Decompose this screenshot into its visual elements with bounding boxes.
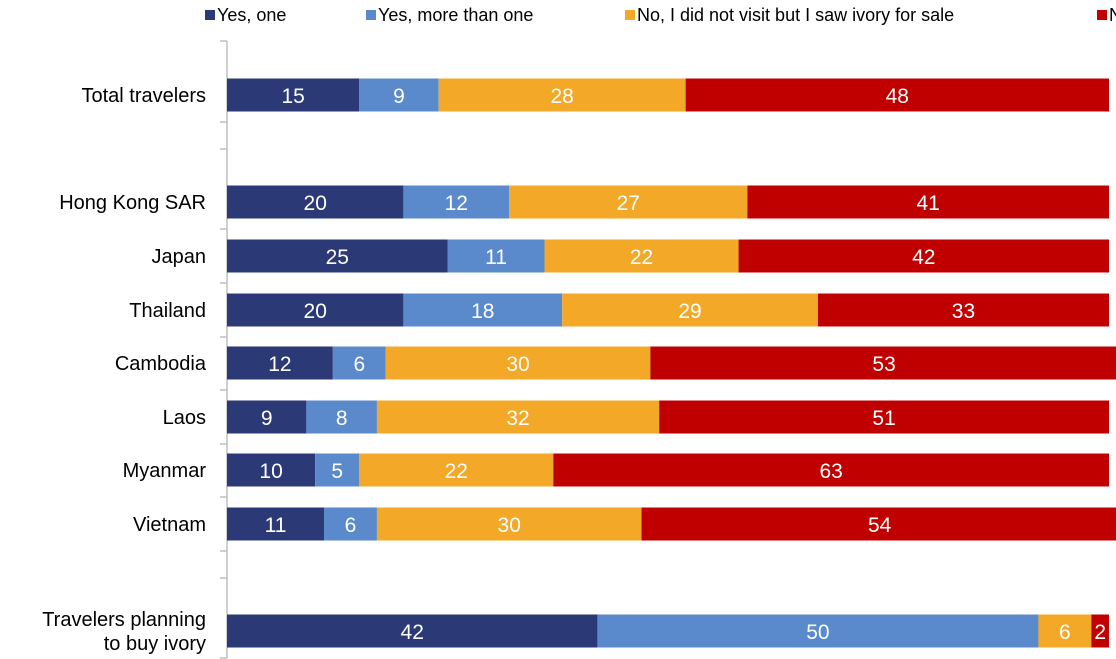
data-label: 6 — [353, 353, 365, 376]
bar-segment — [227, 400, 307, 434]
data-label: 2 — [1094, 621, 1106, 644]
bar-segment — [509, 185, 748, 219]
legend-label: Yes, one — [217, 5, 286, 25]
bar-segment — [553, 453, 1109, 487]
bar-segment — [376, 400, 660, 434]
legend-swatch — [366, 10, 376, 20]
bar-segment — [227, 239, 448, 273]
bar-segment — [324, 507, 377, 541]
legend-swatch — [625, 10, 635, 20]
bar-segment — [227, 453, 316, 487]
category-labels: Total travelers Hong Kong SAR Japan Thailan… — [42, 85, 207, 655]
bar-segment — [597, 614, 1039, 648]
data-label: 22 — [445, 460, 468, 483]
bar-segment — [315, 453, 360, 487]
bar-segment — [1091, 614, 1109, 648]
bar-segment — [376, 507, 642, 541]
bar-segment — [332, 346, 386, 380]
bar-segment — [641, 507, 1116, 541]
data-label: 63 — [819, 460, 842, 483]
bar-segment — [685, 78, 1109, 112]
bar-segment — [747, 185, 1109, 219]
data-label: 29 — [678, 300, 701, 323]
data-label: 9 — [393, 85, 405, 108]
data-label: 11 — [265, 514, 287, 537]
legend-swatch — [205, 10, 215, 20]
category-label: Thailand — [129, 300, 206, 322]
bar-segment — [306, 400, 377, 434]
bar-segment — [817, 293, 1109, 327]
category-label: Total travelers — [82, 85, 207, 107]
bar-segment — [227, 507, 325, 541]
data-label: 41 — [917, 192, 940, 215]
bar-segment — [403, 185, 510, 219]
category-label: to buy ivory — [104, 633, 206, 655]
data-label: 5 — [331, 460, 343, 483]
bar-segment — [403, 293, 563, 327]
bar-segment — [385, 346, 651, 380]
y-axis-ticks — [220, 40, 227, 659]
data-label: 53 — [872, 353, 895, 376]
legend-label: Yes, more than one — [378, 5, 533, 25]
bar-segment — [227, 346, 333, 380]
bar-segment — [227, 185, 404, 219]
data-label: 8 — [336, 407, 348, 430]
category-label: Vietnam — [133, 514, 206, 536]
data-label: 42 — [401, 621, 424, 644]
bar-segment — [438, 78, 686, 112]
data-label: 22 — [630, 246, 653, 269]
category-label: Hong Kong SAR — [59, 192, 206, 214]
data-label: 50 — [806, 621, 829, 644]
data-label: 33 — [952, 300, 975, 323]
data-label: 42 — [912, 246, 935, 269]
category-label: Cambodia — [115, 353, 207, 375]
legend-label: No, I did not visit but I saw ivory for … — [637, 5, 954, 25]
data-label: 11 — [485, 246, 507, 269]
bar-segment — [1038, 614, 1092, 648]
category-label: Japan — [152, 246, 207, 268]
bar-segment — [659, 400, 1109, 434]
data-label: 32 — [506, 407, 529, 430]
bar-segment — [359, 78, 439, 112]
data-label: 25 — [326, 246, 349, 269]
bar-segment — [562, 293, 818, 327]
legend-swatch — [1097, 10, 1107, 20]
data-label: 12 — [445, 192, 468, 215]
data-label: 51 — [872, 407, 895, 430]
data-label: 6 — [1059, 621, 1071, 644]
data-label: 9 — [261, 407, 273, 430]
data-label: 12 — [268, 353, 291, 376]
data-label: 30 — [506, 353, 529, 376]
data-label: 20 — [304, 192, 327, 215]
data-label: 54 — [868, 514, 892, 537]
bar-segment — [650, 346, 1116, 380]
bar-segment — [738, 239, 1109, 273]
data-label: 6 — [345, 514, 357, 537]
category-label: Laos — [163, 407, 206, 429]
data-label: 27 — [617, 192, 640, 215]
legend-label: No — [1109, 5, 1116, 25]
data-label: 10 — [259, 460, 282, 483]
bar-segment — [227, 293, 404, 327]
data-label: 48 — [886, 85, 909, 108]
data-label: 15 — [281, 85, 304, 108]
data-label: 20 — [304, 300, 327, 323]
legend: Yes, one Yes, more than one No, I did not … — [205, 5, 1116, 25]
data-label: 18 — [471, 300, 494, 323]
bar-segment — [227, 78, 360, 112]
data-label: 28 — [550, 85, 573, 108]
data-label: 30 — [498, 514, 521, 537]
bar-segment — [227, 614, 598, 648]
bar-segment — [544, 239, 739, 273]
category-label: Travelers planning — [42, 609, 206, 631]
bar-segment — [447, 239, 545, 273]
bar-segment — [359, 453, 554, 487]
category-label: Myanmar — [123, 460, 207, 482]
